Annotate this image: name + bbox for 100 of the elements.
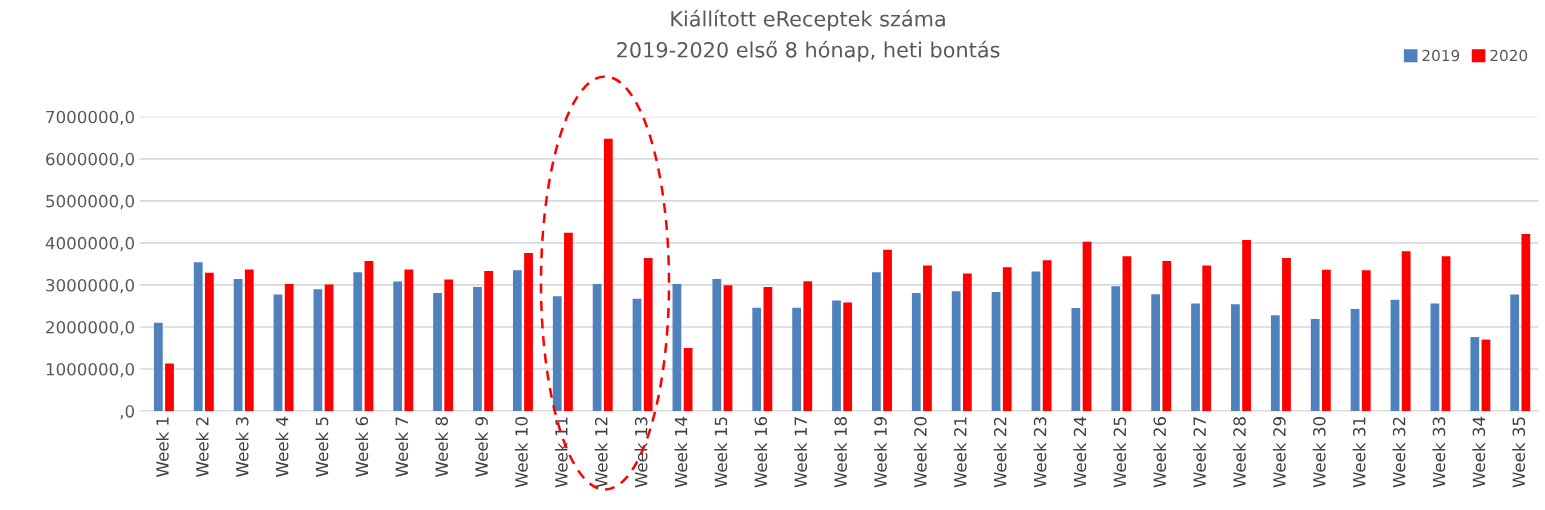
x-tick-label: Week 24 — [1073, 416, 1087, 488]
x-tick-label: Week 19 — [873, 417, 887, 488]
x-tick-label: Week 6 — [355, 416, 369, 477]
x-tick-label: Week 34 — [1472, 416, 1486, 488]
bar — [1361, 270, 1371, 412]
x-tick-label: Week 17 — [794, 417, 808, 488]
y-tick-label: 3000000,0 — [46, 278, 135, 294]
bar — [153, 322, 163, 412]
bar — [1002, 267, 1012, 412]
x-tick-label: Week 26 — [1153, 416, 1167, 488]
bar — [643, 258, 653, 412]
bar — [1510, 294, 1520, 412]
bar — [1310, 319, 1320, 412]
x-tick-label: Week 25 — [1113, 417, 1127, 488]
bar — [564, 232, 573, 412]
chart-title: Kiállított eReceptek száma 2019-2020 első 8 hónap, heti bontás — [617, 9, 1000, 62]
bar — [763, 287, 773, 412]
bar — [723, 285, 733, 412]
bar — [872, 272, 881, 412]
y-tick-label: 5000000,0 — [46, 194, 135, 210]
x-tick-label: Week 33 — [1432, 417, 1446, 488]
bar — [672, 284, 682, 412]
bar — [205, 272, 214, 412]
bar — [1521, 234, 1531, 412]
bar — [1401, 251, 1411, 412]
bar — [313, 289, 323, 412]
x-tick-label: Week 31 — [1352, 417, 1366, 488]
bar — [284, 284, 294, 412]
x-tick-label: Week 29 — [1272, 417, 1286, 488]
x-tick-label: Week 32 — [1392, 417, 1406, 488]
x-tick-label: Week 8 — [435, 417, 448, 477]
x-tick-label: Week 21 — [953, 417, 967, 488]
bar — [792, 307, 801, 412]
bar — [883, 249, 892, 412]
x-tick-label: Week 4 — [275, 416, 289, 477]
x-tick-label: Week 9 — [474, 417, 488, 477]
bar — [1071, 308, 1081, 412]
x-tick-label: Week 1 — [155, 417, 169, 477]
x-tick-label: Week 30 — [1312, 417, 1326, 488]
bar — [1031, 271, 1041, 412]
bar — [484, 271, 494, 412]
bar — [1122, 256, 1132, 412]
bar — [1282, 258, 1291, 412]
bar — [165, 363, 174, 412]
bar — [1191, 303, 1200, 412]
bar — [552, 296, 562, 412]
y-tick-label: 4000000,0 — [45, 236, 135, 252]
bar — [244, 269, 254, 412]
legend-label: 2020 — [1490, 49, 1528, 62]
bar — [632, 298, 642, 412]
x-tick-label: Week 22 — [993, 417, 1007, 488]
x-tick-label: Week 15 — [714, 417, 728, 488]
bar — [1470, 337, 1480, 412]
bar — [233, 279, 243, 412]
bar — [1270, 315, 1280, 412]
x-tick-label: Week 20 — [913, 417, 927, 488]
x-tick-label: Week 14 — [674, 416, 688, 488]
x-tick-label: Week 18 — [834, 417, 847, 488]
x-tick-label: Week 5 — [315, 417, 329, 477]
bar — [393, 281, 403, 412]
y-tick-label: 2000000,0 — [46, 320, 135, 336]
legend-label: 2019 — [1422, 49, 1460, 62]
bar — [1042, 260, 1052, 412]
x-tick-label: Week 10 — [514, 417, 528, 488]
bar — [832, 300, 841, 412]
x-tick-label: Week 7 — [395, 417, 409, 477]
bar — [193, 262, 203, 412]
bar — [1231, 304, 1240, 412]
x-tick-label: Week 3 — [235, 417, 249, 477]
bar — [1481, 339, 1491, 412]
bar — [592, 284, 602, 412]
bar — [404, 269, 414, 412]
bar — [951, 291, 961, 412]
bar — [473, 287, 482, 412]
x-tick-label: Week 11 — [554, 417, 568, 488]
bar — [1151, 294, 1161, 412]
bar — [1430, 303, 1440, 412]
bar — [1162, 260, 1172, 412]
bar — [364, 260, 374, 412]
y-tick-label: 1000000,0 — [46, 362, 135, 378]
x-tick-label: Week 12 — [594, 417, 608, 488]
y-tick-label: ,0 — [120, 405, 135, 420]
x-tick-label: Week 2 — [195, 417, 209, 477]
bar — [752, 307, 762, 412]
bar — [1202, 265, 1212, 412]
bar — [962, 273, 972, 412]
bar — [1242, 239, 1251, 412]
bar — [683, 348, 693, 412]
bar — [911, 292, 921, 412]
x-tick-label: Week 23 — [1033, 417, 1047, 488]
bar — [1111, 286, 1121, 412]
x-tick-label: Week 27 — [1193, 417, 1206, 488]
bar — [1082, 241, 1092, 412]
bar — [1350, 308, 1360, 412]
x-tick-label: Week 35 — [1512, 417, 1526, 488]
bar — [273, 294, 283, 412]
bar — [433, 292, 442, 412]
y-tick-label: 6000000,0 — [46, 152, 135, 168]
y-tick-label: 7000000,0 — [46, 110, 135, 126]
bar — [1390, 299, 1400, 412]
